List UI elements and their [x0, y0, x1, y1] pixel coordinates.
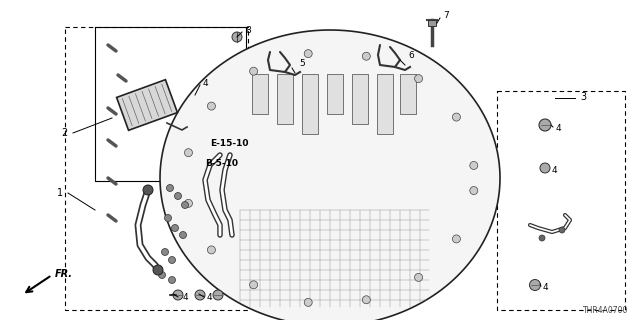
- Circle shape: [362, 52, 371, 60]
- Circle shape: [539, 119, 551, 131]
- Circle shape: [540, 163, 550, 173]
- Text: 4: 4: [543, 284, 548, 292]
- Bar: [252, 75, 268, 115]
- Circle shape: [250, 67, 258, 75]
- Circle shape: [207, 246, 216, 254]
- Bar: [400, 75, 416, 115]
- Text: 2: 2: [61, 128, 68, 138]
- Circle shape: [415, 273, 422, 281]
- Text: THR4A0700: THR4A0700: [582, 306, 628, 315]
- Text: 4: 4: [183, 293, 189, 302]
- Text: FR.: FR.: [55, 269, 73, 279]
- Circle shape: [173, 290, 183, 300]
- Text: 5: 5: [299, 59, 305, 68]
- Bar: [377, 75, 393, 134]
- Circle shape: [175, 193, 182, 199]
- Text: 4: 4: [552, 165, 557, 174]
- Bar: [327, 75, 343, 115]
- Text: B-5-10: B-5-10: [205, 158, 238, 167]
- Circle shape: [168, 276, 175, 284]
- Polygon shape: [116, 80, 177, 130]
- Circle shape: [153, 265, 163, 275]
- Circle shape: [143, 185, 153, 195]
- Circle shape: [195, 290, 205, 300]
- Circle shape: [539, 235, 545, 241]
- Bar: [352, 75, 368, 124]
- Text: 4: 4: [556, 124, 562, 132]
- Circle shape: [213, 290, 223, 300]
- Circle shape: [452, 113, 460, 121]
- Circle shape: [159, 271, 166, 278]
- Circle shape: [304, 298, 312, 306]
- Bar: [428, 20, 436, 26]
- Circle shape: [362, 296, 371, 304]
- Text: 8: 8: [245, 26, 251, 35]
- Circle shape: [161, 249, 168, 255]
- Text: E-15-10: E-15-10: [210, 139, 248, 148]
- Polygon shape: [160, 30, 500, 320]
- Text: 4: 4: [207, 293, 212, 302]
- Circle shape: [184, 149, 193, 157]
- Circle shape: [172, 225, 179, 231]
- Circle shape: [232, 32, 242, 42]
- Circle shape: [415, 75, 422, 83]
- Circle shape: [207, 102, 216, 110]
- Circle shape: [529, 279, 541, 291]
- Circle shape: [452, 235, 460, 243]
- Circle shape: [470, 187, 478, 195]
- Text: 7: 7: [443, 11, 449, 20]
- Circle shape: [250, 281, 258, 289]
- Text: 6: 6: [408, 51, 413, 60]
- Bar: [302, 75, 318, 134]
- Circle shape: [182, 202, 189, 209]
- Circle shape: [184, 199, 193, 207]
- Circle shape: [166, 185, 173, 191]
- Bar: [277, 75, 293, 124]
- Circle shape: [470, 162, 478, 170]
- Circle shape: [168, 257, 175, 263]
- Text: 3: 3: [580, 92, 586, 102]
- Circle shape: [164, 214, 172, 221]
- Circle shape: [179, 231, 186, 238]
- Text: 1: 1: [57, 188, 63, 198]
- Circle shape: [559, 227, 565, 233]
- Text: 4: 4: [203, 78, 209, 87]
- Circle shape: [304, 50, 312, 58]
